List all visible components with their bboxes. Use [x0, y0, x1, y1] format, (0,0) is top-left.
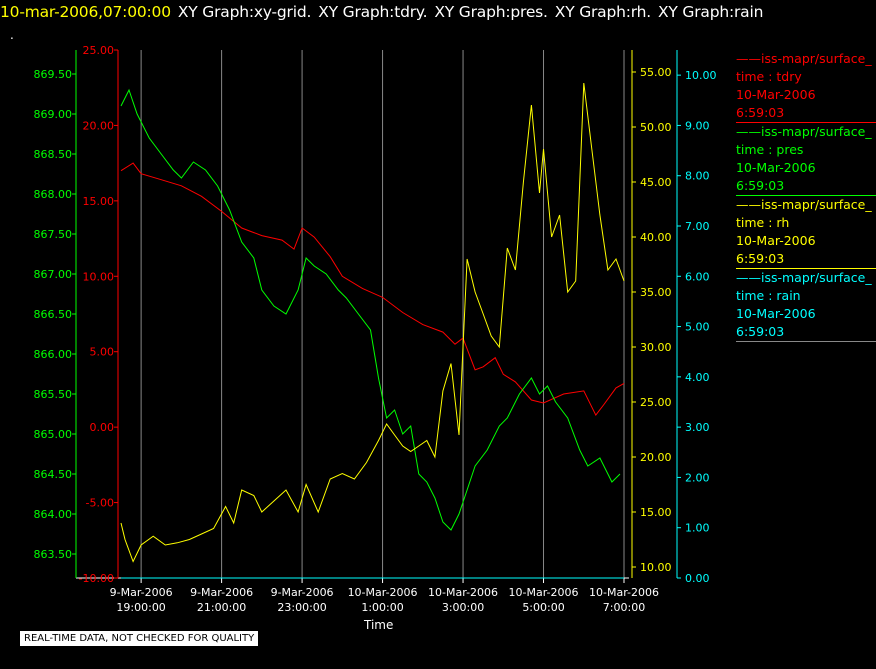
x-tick-label-time-2: 23:00:00 [277, 601, 326, 614]
pres-tick-label-12: 869.50 [34, 68, 73, 81]
x-tick-label-date-4: 10-Mar-2006 [428, 586, 498, 599]
legend-label: time : rain [736, 288, 801, 303]
header-graph-tdry: XY Graph:tdry. [318, 3, 428, 21]
legend-label: time : tdry [736, 69, 802, 84]
legend-source: ——iss-mapr/surface_ [736, 197, 872, 212]
rh-tick-label-0: 10.00 [640, 561, 672, 574]
tdry-tick-label-5: 15.00 [83, 195, 115, 208]
x-axis-title: Time [364, 618, 394, 632]
rh-series-line [120, 82, 625, 563]
legend-time: 6:59:03 [736, 105, 785, 120]
x-tick-label-date-0: 9-Mar-2006 [110, 586, 173, 599]
header-graph-pres: XY Graph:pres. [434, 3, 548, 21]
pres-tick-label-1: 864.00 [34, 508, 73, 521]
legend-source: ——iss-mapr/surface_ [736, 51, 872, 66]
pres-series-line [120, 88, 621, 531]
tdry-tick-label-3: 5.00 [90, 346, 115, 359]
rain-tick-label-2: 2.00 [685, 471, 710, 484]
x-tick-label-time-6: 7:00:00 [603, 601, 645, 614]
pres-tick-label-9: 868.00 [34, 188, 73, 201]
rain-tick-label-6: 6.00 [685, 270, 710, 283]
pres-tick-label-11: 869.00 [34, 108, 73, 121]
x-tick-label-date-5: 10-Mar-2006 [509, 586, 579, 599]
x-tick-label-time-5: 5:00:00 [522, 601, 564, 614]
tdry-tick-label-0: -10.00 [79, 572, 114, 585]
tdry-tick-label-1: -5.00 [86, 497, 114, 510]
rain-tick-label-10: 10.00 [685, 69, 717, 82]
header-timestamp: 10-mar-2006,07:00:00 [0, 3, 171, 21]
legend-date: 10-Mar-2006 [736, 160, 816, 175]
pres-tick-label-5: 866.00 [34, 348, 73, 361]
legend-entry-tdry: ——iss-mapr/surface_time : tdry 10-Mar-200… [736, 50, 876, 123]
x-tick-label-date-3: 10-Mar-2006 [348, 586, 418, 599]
legend-entry-rh: ——iss-mapr/surface_time : rh 10-Mar-2006 6… [736, 196, 876, 269]
rh-tick-label-3: 25.00 [640, 396, 672, 409]
legend-separator [736, 268, 876, 269]
x-tick-label-date-6: 10-Mar-2006 [589, 586, 659, 599]
legend-separator [736, 122, 876, 123]
x-tick-label-date-1: 9-Mar-2006 [190, 586, 253, 599]
pres-tick-label-10: 868.50 [34, 148, 73, 161]
rh-tick-label-8: 50.00 [640, 121, 672, 134]
rain-tick-label-8: 8.00 [685, 170, 710, 183]
rh-tick-label-1: 15.00 [640, 506, 672, 519]
legend-label: time : pres [736, 142, 804, 157]
rh-tick-label-4: 30.00 [640, 341, 672, 354]
rh-tick-label-2: 20.00 [640, 451, 672, 464]
rh-tick-label-7: 45.00 [640, 176, 672, 189]
legend-entry-rain: ——iss-mapr/surface_time : rain 10-Mar-200… [736, 269, 876, 342]
legend: ——iss-mapr/surface_ time : tdry 10-Mar-200… [736, 50, 876, 342]
x-tick-label-date-2: 9-Mar-2006 [271, 586, 334, 599]
rain-tick-label-5: 5.00 [685, 321, 710, 334]
legend-entry-pres: ——iss-mapr/surface_time : pres 10-Mar-200… [736, 123, 876, 196]
header-dot: . [10, 28, 14, 42]
rain-tick-label-9: 9.00 [685, 119, 710, 132]
rh-tick-label-6: 40.00 [640, 231, 672, 244]
rain-tick-label-0: 0.00 [685, 572, 710, 585]
pres-tick-label-0: 863.50 [34, 548, 73, 561]
legend-separator [736, 341, 876, 342]
x-tick-label-time-3: 1:00:00 [361, 601, 403, 614]
rain-tick-label-3: 3.00 [685, 421, 710, 434]
legend-date: 10-Mar-2006 [736, 233, 816, 248]
x-tick-label-time-1: 21:00:00 [197, 601, 246, 614]
legend-source: ——iss-mapr/surface_ [736, 270, 872, 285]
x-tick-label-time-4: 3:00:00 [442, 601, 484, 614]
rh-tick-label-9: 55.00 [640, 66, 672, 79]
tdry-tick-label-7: 25.00 [83, 44, 115, 57]
legend-source: ——iss-mapr/surface_ [736, 124, 872, 139]
legend-separator [736, 195, 876, 196]
x-tick-label-time-0: 19:00:00 [116, 601, 165, 614]
legend-date: 10-Mar-2006 [736, 87, 816, 102]
header-graph-rain: XY Graph:rain [658, 3, 764, 21]
header-graph-rh: XY Graph:rh. [554, 3, 652, 21]
legend-time: 6:59:03 [736, 251, 785, 266]
rh-tick-label-5: 35.00 [640, 286, 672, 299]
tdry-tick-label-6: 20.00 [83, 119, 115, 132]
pres-tick-label-7: 867.00 [34, 268, 73, 281]
pres-tick-label-4: 865.50 [34, 388, 73, 401]
pres-tick-label-2: 864.50 [34, 468, 73, 481]
rain-tick-label-4: 4.00 [685, 371, 710, 384]
header-graph-xy-grid: XY Graph:xy-grid. [177, 3, 312, 21]
legend-time: 6:59:03 [736, 324, 785, 339]
pres-tick-label-3: 865.00 [34, 428, 73, 441]
legend-label: time : rh [736, 215, 790, 230]
legend-time: 6:59:03 [736, 178, 785, 193]
rain-tick-label-1: 1.00 [685, 522, 710, 535]
pres-tick-label-8: 867.50 [34, 228, 73, 241]
quality-notice: REAL-TIME DATA, NOT CHECKED FOR QUALITY [20, 631, 259, 646]
tdry-series-line [120, 162, 625, 417]
pres-tick-label-6: 866.50 [34, 308, 73, 321]
legend-date: 10-Mar-2006 [736, 306, 816, 321]
page-header: 10-mar-2006,07:00:00 XY Graph:xy-grid. XY … [0, 3, 763, 21]
tdry-tick-label-4: 10.00 [83, 270, 115, 283]
tdry-tick-label-2: 0.00 [90, 421, 115, 434]
rain-tick-label-7: 7.00 [685, 220, 710, 233]
